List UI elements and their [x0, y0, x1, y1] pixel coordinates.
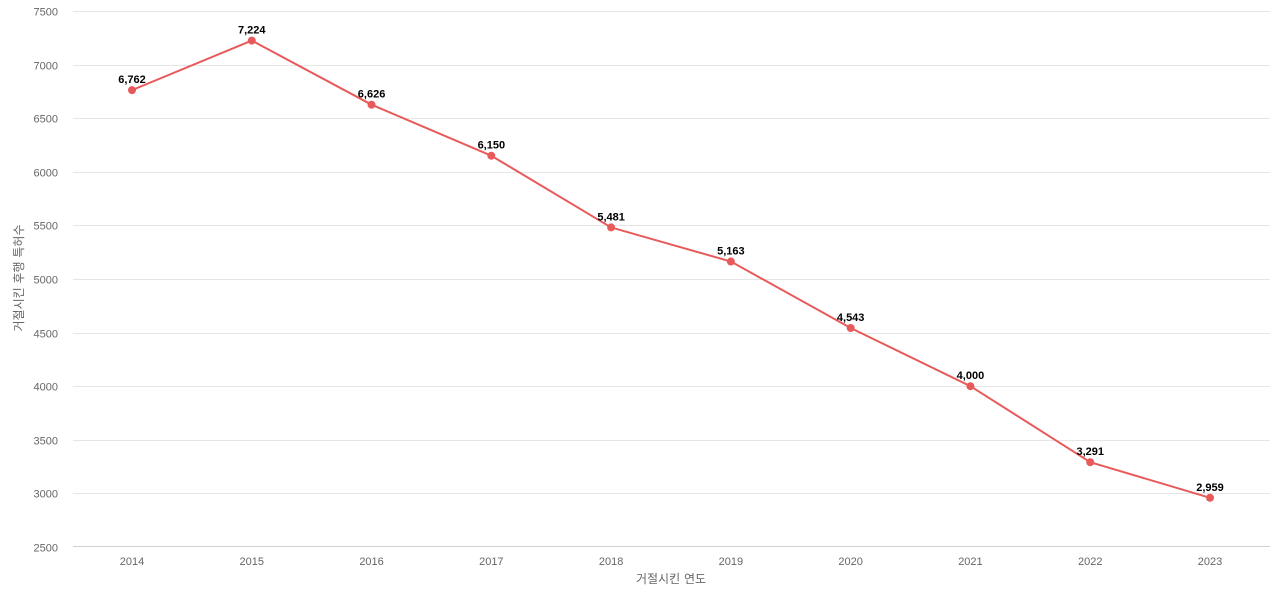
x-tick-label: 2015	[240, 556, 264, 568]
x-tick-label: 2017	[479, 556, 503, 568]
data-point	[1086, 458, 1095, 467]
y-axis-title: 거절시킨 후행 특허수	[11, 225, 26, 332]
data-point	[487, 151, 496, 160]
y-tick-label: 6500	[34, 114, 58, 126]
y-tick-label: 5500	[34, 221, 58, 233]
data-point	[846, 323, 855, 332]
y-tick-label: 4500	[34, 329, 58, 341]
data-label: 2,959	[1196, 482, 1224, 494]
grid-layer	[73, 11, 1270, 494]
data-label: 6,762	[118, 74, 146, 86]
y-tick-label: 3500	[34, 436, 58, 448]
data-label: 4,000	[957, 370, 985, 382]
data-label: 7,224	[238, 25, 266, 37]
y-tick-label: 2500	[34, 543, 58, 555]
data-point	[128, 86, 136, 95]
y-tick-label: 3000	[34, 489, 58, 501]
data-label: 6,626	[358, 89, 386, 101]
x-tick-label: 2023	[1198, 556, 1222, 568]
data-point	[247, 36, 256, 45]
data-label: 6,150	[478, 140, 506, 152]
x-tick-label: 2019	[719, 556, 743, 568]
x-tick-label: 2021	[958, 556, 982, 568]
y-axis: 2500 3000 3500 4000 4500 5000 5500 6000 6500 7000…	[34, 7, 58, 555]
x-tick-label: 2018	[599, 556, 623, 568]
data-label: 5,163	[717, 246, 745, 258]
data-point	[1206, 493, 1214, 502]
data-point	[966, 382, 975, 391]
x-tick-label: 2020	[838, 556, 862, 568]
y-tick-label: 4000	[34, 382, 58, 394]
series-line	[131, 39, 1211, 499]
data-point	[367, 100, 376, 109]
data-label: 4,543	[837, 312, 865, 324]
data-point	[607, 223, 616, 232]
series-layer	[128, 36, 1214, 502]
data-label-layer: 6,762 7,224 6,626 6,150 5,481 5,163 4,543 4,000…	[118, 25, 1224, 494]
y-tick-label: 7000	[34, 61, 58, 73]
y-tick-label: 7500	[34, 7, 58, 19]
x-tick-label: 2014	[120, 556, 144, 568]
data-point	[726, 257, 735, 266]
data-label: 3,291	[1076, 446, 1104, 458]
x-axis: 2014 2015 2016 2017 2018 2019 2020 2021 2022 2023	[120, 556, 1222, 568]
x-tick-label: 2016	[359, 556, 383, 568]
x-tick-label: 2022	[1078, 556, 1102, 568]
y-tick-label: 5000	[34, 275, 58, 287]
x-axis-title: 거절시킨 연도	[636, 572, 706, 586]
data-label: 5,481	[597, 211, 625, 223]
y-tick-label: 6000	[34, 168, 58, 180]
